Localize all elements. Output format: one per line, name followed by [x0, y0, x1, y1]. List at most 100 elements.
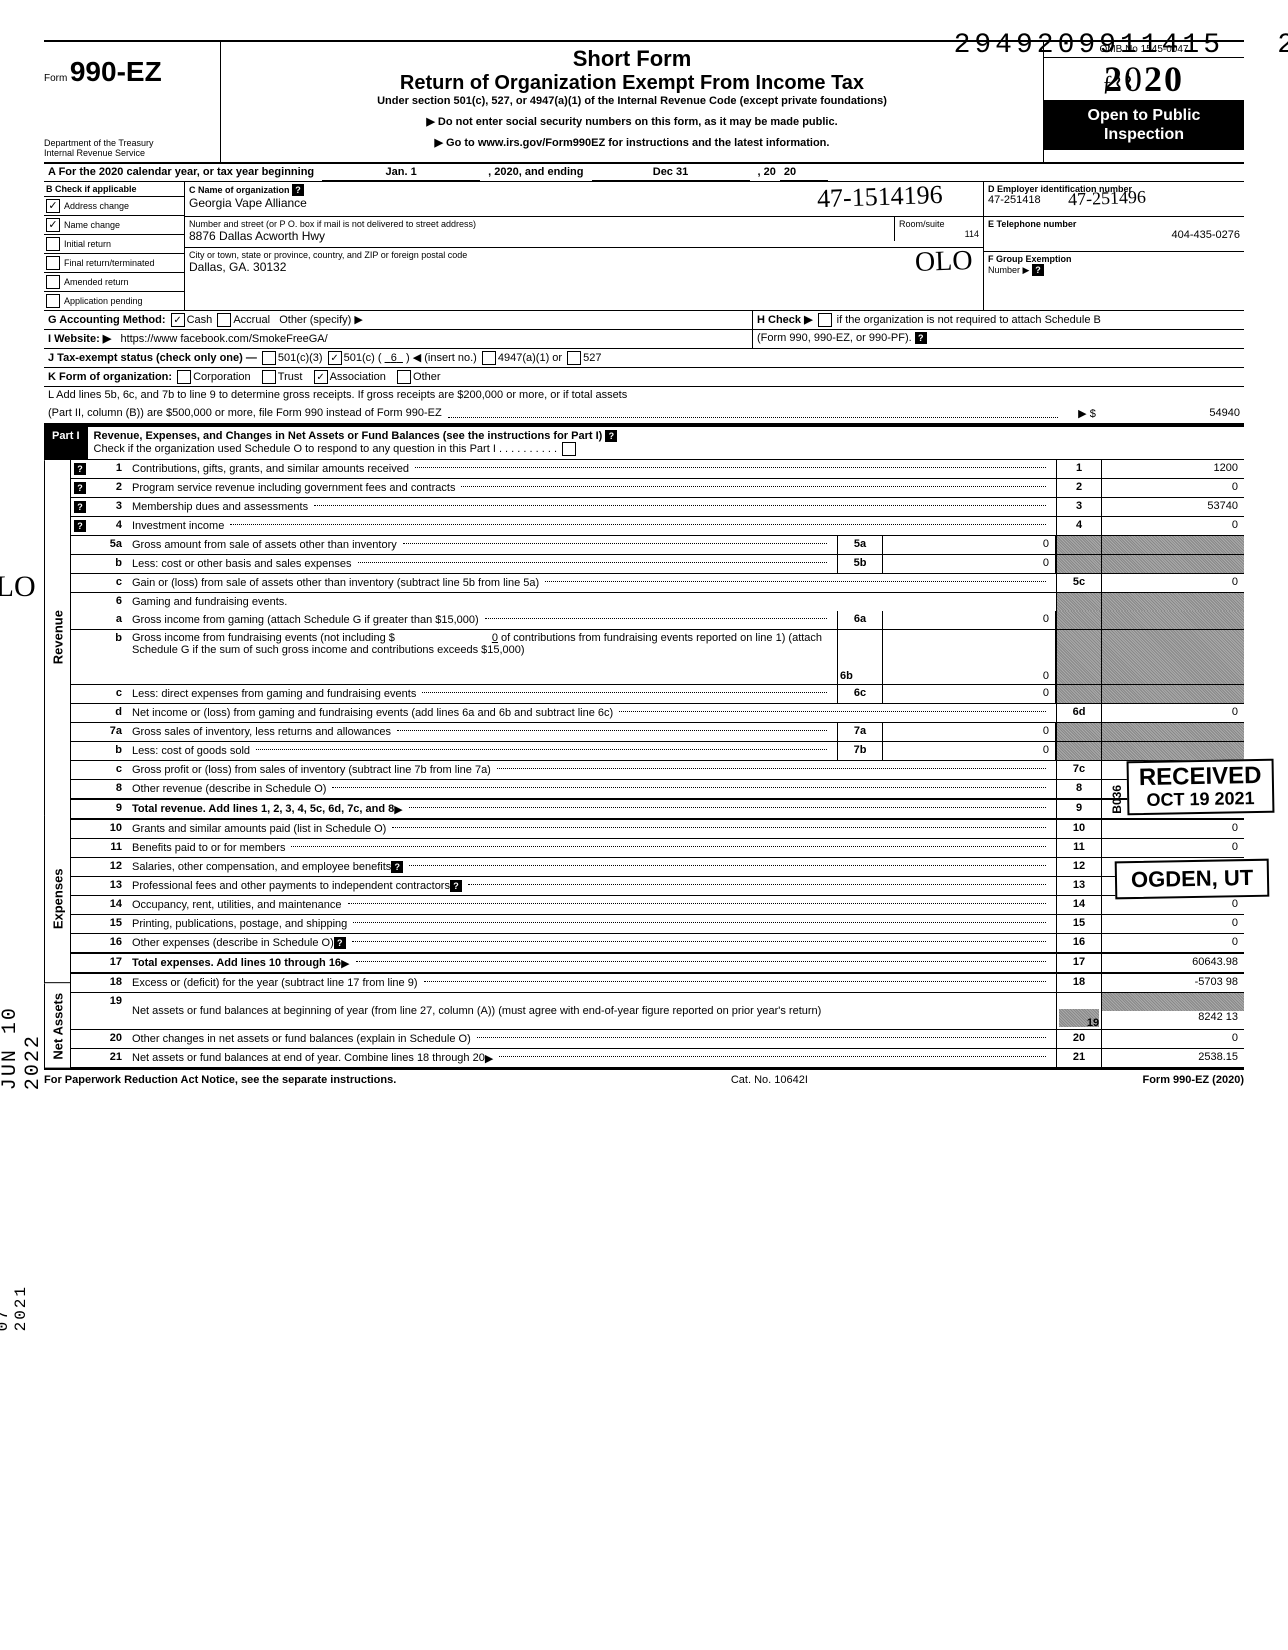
end-num: 21	[1056, 1049, 1102, 1067]
phone-number: 404-435-0276	[988, 229, 1240, 241]
chk-trust[interactable]	[262, 370, 276, 384]
line-6d: d Net income or (loss) from gaming and f…	[71, 704, 1244, 723]
line-7b: b Less: cost of goods sold 7b 0	[71, 742, 1244, 761]
side-label-net-assets: Net Assets	[44, 984, 71, 1069]
help-icon[interactable]: ?	[334, 937, 346, 949]
end-num: 11	[1056, 839, 1102, 857]
k-trust: Trust	[278, 371, 303, 383]
stamp-date-text: OCT 19 2021	[1139, 789, 1262, 811]
help-icon[interactable]: ?	[605, 430, 617, 442]
chk-accrual[interactable]	[217, 313, 231, 327]
help-icon[interactable]: ?	[74, 463, 86, 475]
line-5b: b Less: cost or other basis and sales ex…	[71, 555, 1244, 574]
line-6a: a Gross income from gaming (attach Sched…	[71, 611, 1244, 630]
chk-name-change[interactable]: ✓Name change	[44, 216, 184, 235]
chk-501c3[interactable]	[262, 351, 276, 365]
end-val: 8242 13	[1108, 1011, 1238, 1023]
ln-num: 18	[86, 974, 128, 992]
f-label: F Group Exemption	[988, 254, 1072, 264]
shaded-cell	[1102, 555, 1244, 573]
end-num: 5c	[1056, 574, 1102, 592]
part1-check-text: Check if the organization used Schedule …	[94, 443, 496, 455]
chk-amended[interactable]: Amended return	[44, 273, 184, 292]
column-de: D Employer identification number 47-2514…	[984, 182, 1244, 310]
chk-501c[interactable]: ✓	[328, 351, 342, 365]
chk-final-return[interactable]: Final return/terminated	[44, 254, 184, 273]
chk-schedule-b[interactable]	[818, 313, 832, 327]
chk-corp[interactable]	[177, 370, 191, 384]
h-text2: (Form 990, 990-EZ, or 990-PF).	[757, 332, 912, 344]
row-a-begin: Jan. 1	[322, 164, 480, 181]
help-icon[interactable]: ?	[391, 861, 403, 873]
help-icon[interactable]: ?	[74, 520, 86, 532]
ln-num: 21	[86, 1049, 128, 1067]
line-13: 13 Professional fees and other payments …	[71, 877, 1244, 896]
g-cash: Cash	[187, 314, 213, 326]
shaded-cell	[1102, 536, 1244, 554]
shaded-cell	[1056, 611, 1102, 629]
ln-desc: Gain or (loss) from sale of assets other…	[132, 577, 539, 589]
end-num: 16	[1056, 934, 1102, 952]
chk-label: Name change	[64, 220, 120, 230]
footer-left: For Paperwork Reduction Act Notice, see …	[44, 1074, 396, 1086]
chk-address-change[interactable]: ✓Address change	[44, 197, 184, 216]
mid-num: 6a	[837, 611, 883, 629]
help-icon[interactable]: ?	[450, 880, 462, 892]
line-7a: 7a Gross sales of inventory, less return…	[71, 723, 1244, 742]
ogden-stamp: OGDEN, UT	[1114, 859, 1269, 900]
ln-num: 11	[86, 839, 128, 857]
end-num: 10	[1056, 820, 1102, 838]
ln-desc: Professional fees and other payments to …	[132, 880, 450, 892]
help-icon[interactable]: ?	[74, 482, 86, 494]
help-icon[interactable]: ?	[915, 332, 927, 344]
ln-num: 12	[86, 858, 128, 876]
header-left: Form 990-EZ Department of the Treasury I…	[44, 42, 221, 162]
shaded-cell	[1102, 630, 1244, 684]
title-main: Return of Organization Exempt From Incom…	[229, 72, 1035, 95]
ln-num: b	[86, 555, 128, 573]
line-6c: c Less: direct expenses from gaming and …	[71, 685, 1244, 704]
help-icon[interactable]: ?	[74, 501, 86, 513]
end-val: 0	[1102, 820, 1244, 838]
help-icon[interactable]: ?	[1032, 264, 1044, 276]
line-17: 17 Total expenses. Add lines 10 through …	[71, 953, 1244, 973]
line-5c: c Gain or (loss) from sale of assets oth…	[71, 574, 1244, 593]
help-icon[interactable]: ?	[292, 184, 304, 196]
ln-desc: Benefits paid to or for members	[132, 842, 285, 854]
ln-desc: Salaries, other compensation, and employ…	[132, 861, 391, 873]
shaded-cell	[1102, 723, 1244, 741]
row-a-yy-prefix: , 20	[754, 164, 780, 181]
room-value: 114	[899, 229, 979, 239]
end-num: 1	[1056, 460, 1102, 478]
ln-desc: Printing, publications, postage, and shi…	[132, 918, 347, 930]
omb-number: OMB No 1545-0047	[1044, 42, 1244, 58]
line-21: 21 Net assets or fund balances at end of…	[71, 1049, 1244, 1068]
chk-assoc[interactable]: ✓	[314, 370, 328, 384]
mid-val: 0	[883, 742, 1056, 760]
received-stamp: RECEIVED OCT 19 2021	[1127, 759, 1275, 816]
chk-4947[interactable]	[482, 351, 496, 365]
mid-val: 0	[883, 685, 1056, 703]
j-501c: 501(c) (	[344, 352, 382, 364]
street-label: Number and street (or P O. box if mail i…	[189, 219, 890, 229]
line-g-accounting: G Accounting Method: ✓Cash Accrual Other…	[44, 311, 1244, 330]
shaded-cell	[1102, 685, 1244, 703]
row-a-mid: , 2020, and ending	[484, 164, 587, 181]
footer-right: Form 990-EZ (2020)	[1142, 1074, 1244, 1086]
ln-num: a	[86, 611, 128, 629]
chk-schedule-o[interactable]	[562, 442, 576, 456]
ln-desc: Gross amount from sale of assets other t…	[132, 539, 397, 551]
b-header: B Check if applicable	[44, 182, 184, 197]
ln-desc: Less: cost of goods sold	[132, 745, 250, 757]
chk-application-pending[interactable]: Application pending	[44, 292, 184, 310]
margin-date-stamp: DEC 07 2021	[0, 1285, 30, 1331]
ln-desc: Total expenses. Add lines 10 through 16	[132, 957, 341, 969]
ln-num: 7a	[86, 723, 128, 741]
end-val: 2538.15	[1102, 1049, 1244, 1067]
chk-cash[interactable]: ✓	[171, 313, 185, 327]
column-c: C Name of organization ? Georgia Vape Al…	[185, 182, 984, 310]
chk-527[interactable]	[567, 351, 581, 365]
chk-initial-return[interactable]: Initial return	[44, 235, 184, 254]
chk-other-org[interactable]	[397, 370, 411, 384]
j-4947: 4947(a)(1) or	[498, 352, 562, 364]
